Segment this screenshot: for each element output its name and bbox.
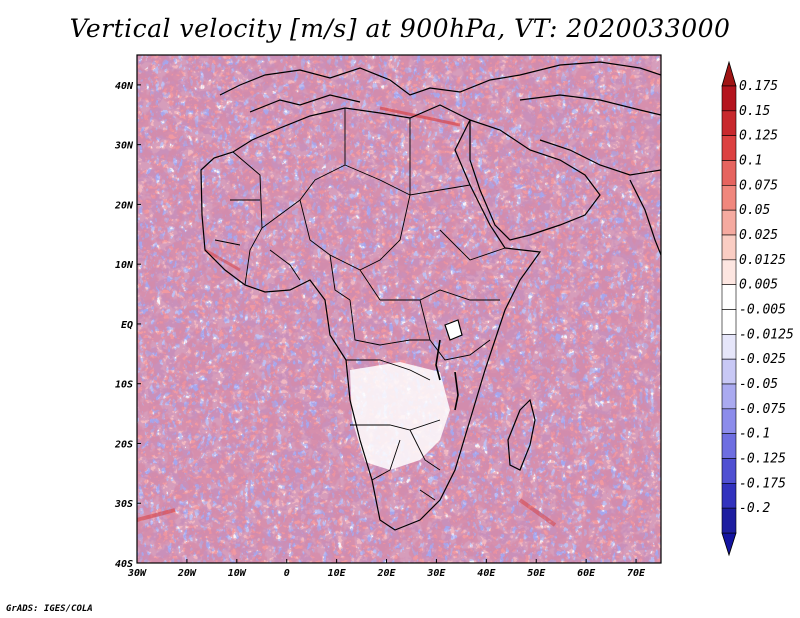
colorbar-swatch — [721, 433, 737, 459]
colorbar-swatch — [721, 284, 737, 310]
colorbar-swatch — [721, 383, 737, 410]
colorbar-label: 0.005 — [739, 278, 778, 293]
lon-tick-label: 30W — [127, 568, 147, 579]
credit-label: GrADS: IGES/COLA — [6, 604, 93, 614]
colorbar-label: 0.05 — [739, 203, 770, 218]
colorbar-label: -0.025 — [739, 352, 786, 367]
colorbar-label: 0.15 — [739, 104, 770, 119]
colorbar-label: 0.175 — [739, 79, 778, 94]
lon-tick-label: 20W — [177, 568, 197, 579]
madagascar — [507, 398, 536, 471]
colorbar-swatch — [721, 408, 737, 434]
colorbar-top-arrow — [721, 60, 737, 87]
colorbar-swatch — [721, 85, 737, 112]
colorbar-swatch — [721, 185, 737, 211]
colorbar-label: 0.025 — [739, 228, 778, 243]
lon-tick-label: 60E — [577, 568, 596, 579]
lat-tick-label: 10S — [115, 380, 133, 391]
africa-coastline — [200, 104, 542, 531]
colorbar-swatch — [721, 483, 737, 509]
europe-coastline — [219, 61, 661, 96]
lon-tick-label: 10E — [328, 568, 347, 579]
colorbar-swatch — [721, 458, 737, 484]
colorbar-swatch — [721, 234, 737, 261]
colorbar-swatch — [721, 309, 737, 335]
colorbar-label: -0.005 — [739, 303, 786, 318]
colorbar-label: -0.2 — [739, 501, 770, 516]
chart-title: Vertical velocity [m/s] at 900hPa, VT: 2… — [69, 14, 731, 43]
coastlines-and-borders — [200, 61, 661, 531]
colorbar-swatch — [721, 507, 737, 534]
colorbar-swatch — [721, 334, 737, 360]
colorbar-label: -0.05 — [739, 377, 778, 392]
colorbar-bottom-arrow — [721, 532, 737, 557]
colorbar: 0.175 0.15 0.125 0.1 0.075 0.05 0.025 0.0125 0.0… — [721, 60, 794, 557]
lat-tick-label: 40N — [115, 81, 134, 92]
colorbar-label: -0.175 — [739, 476, 786, 491]
lon-tick-label: 30E — [426, 568, 446, 579]
colorbar-label: 0.0125 — [739, 253, 786, 268]
colorbar-swatch — [721, 209, 737, 236]
lat-tick-label: EQ — [121, 320, 133, 331]
lon-tick-label: 10W — [228, 568, 247, 579]
colorbar-label: -0.0125 — [739, 327, 794, 342]
colorbar-swatch — [721, 259, 737, 285]
lat-tick-label: 30N — [114, 141, 134, 152]
lat-tick-label: 30S — [114, 499, 133, 510]
lon-tick-label: 70E — [627, 568, 646, 579]
colorbar-swatch — [721, 160, 737, 186]
colorbar-label: -0.125 — [739, 452, 786, 467]
lon-tick-label: 20E — [376, 568, 396, 579]
lon-tick-label: 0 — [284, 568, 290, 579]
lat-tick-label: 20N — [114, 200, 134, 211]
colorbar-label: 0.125 — [739, 129, 778, 144]
colorbar-swatch — [721, 135, 737, 161]
lon-tick-label: 40E — [477, 568, 496, 579]
colorbar-label: 0.075 — [739, 178, 778, 193]
lat-tick-label: 20S — [114, 439, 133, 450]
lat-tick-label: 40S — [115, 559, 133, 570]
arabia-coastline — [469, 119, 601, 241]
colorbar-swatch — [721, 358, 737, 385]
lake-victoria — [444, 319, 463, 341]
colorbar-label: 0.1 — [739, 154, 762, 169]
colorbar-label: -0.1 — [739, 427, 770, 442]
colorbar-swatch — [721, 110, 737, 136]
map-axes: 30W 20W 10W 0 10E 20E 30E 40E 50E 60E 70E 40N 30N 20N… — [114, 81, 646, 579]
lat-tick-label: 10N — [115, 260, 134, 271]
lon-tick-label: 50E — [527, 568, 546, 579]
velocity-field — [137, 55, 661, 563]
colorbar-label: -0.075 — [739, 402, 786, 417]
plot-frame — [136, 54, 662, 564]
